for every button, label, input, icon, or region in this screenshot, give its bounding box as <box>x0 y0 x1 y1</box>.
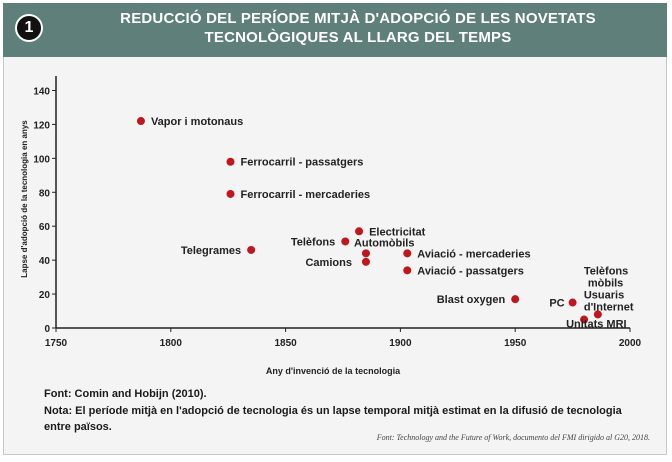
data-point <box>568 298 577 307</box>
data-point <box>361 249 370 258</box>
data-label: Telèfons mòbils Usuaris d'Internet <box>584 265 634 313</box>
data-label: Unitats MRI <box>566 319 627 331</box>
data-point <box>403 266 412 275</box>
data-label: Camions <box>305 257 351 269</box>
data-point <box>580 315 589 324</box>
data-label: Aviació - mercaderies <box>417 248 530 260</box>
data-label: PC <box>549 298 564 310</box>
page-title: REDUCCIÓ DEL PERÍODE MITJÀ D'ADOPCIÓ DE … <box>73 9 643 47</box>
header-bar: 1 REDUCCIÓ DEL PERÍODE MITJÀ D'ADOPCIÓ D… <box>3 3 667 57</box>
data-label: Aviació - passatgers <box>417 265 524 277</box>
x-tick-label: 1900 <box>389 338 412 349</box>
x-axis-title: Any d'invenció de la tecnologia <box>266 366 401 376</box>
data-label: Vapor i motonaus <box>151 116 243 128</box>
y-tick-label: 0 <box>44 324 50 335</box>
x-tick-label: 1800 <box>160 338 183 349</box>
data-label: Ferrocarril - passatgers <box>240 157 363 169</box>
number-badge: 1 <box>15 14 43 42</box>
data-point <box>355 227 364 236</box>
data-point <box>341 237 350 246</box>
data-label: Electricitat <box>369 226 426 238</box>
y-tick-label: 100 <box>33 154 50 165</box>
data-point <box>403 249 412 258</box>
title-line-2: TECNOLÒGIQUES AL LLARG DEL TEMPS <box>204 29 512 46</box>
x-tick-label: 1750 <box>45 338 68 349</box>
data-point <box>511 295 520 304</box>
data-label: Automòbils <box>354 237 415 249</box>
data-point <box>593 310 602 319</box>
data-point <box>226 157 235 166</box>
data-label: Ferrocarril - mercaderies <box>240 189 370 201</box>
data-point <box>361 257 370 266</box>
y-tick-label: 140 <box>33 86 50 97</box>
infographic-card <box>3 3 667 455</box>
footnotes: Font: Comin and Hobijn (2010). Nota: El … <box>44 386 644 436</box>
credit-line: Font: Technology and the Future of Work,… <box>376 433 650 442</box>
source-note: Font: Comin and Hobijn (2010). <box>44 388 207 400</box>
data-point <box>247 245 256 254</box>
y-tick-label: 60 <box>39 222 51 233</box>
title-line-1: REDUCCIÓ DEL PERÍODE MITJÀ D'ADOPCIÓ DE … <box>120 10 596 27</box>
data-label: Telegrames <box>181 245 241 257</box>
data-point <box>226 189 235 198</box>
x-tick-label: 2000 <box>619 338 642 349</box>
y-axis-title: Lapse d'adopció de la tecnologia en anys <box>20 120 29 278</box>
data-label: Blast oxygen <box>437 294 506 306</box>
method-note: Nota: El període mitjà en l'adopció de t… <box>44 405 622 433</box>
x-tick-label: 1850 <box>274 338 297 349</box>
y-tick-label: 40 <box>39 256 51 267</box>
data-label: Telèfons <box>291 236 335 248</box>
y-tick-label: 20 <box>39 290 51 301</box>
y-tick-label: 120 <box>33 120 50 131</box>
x-tick-label: 1950 <box>504 338 527 349</box>
data-point <box>136 117 145 126</box>
y-tick-label: 80 <box>39 188 51 199</box>
